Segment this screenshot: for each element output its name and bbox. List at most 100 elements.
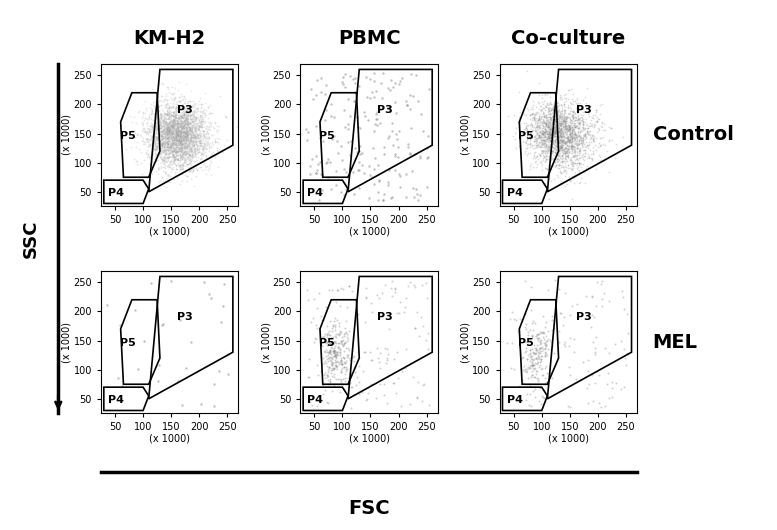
Point xyxy=(567,120,580,128)
Point xyxy=(547,324,559,333)
Point xyxy=(196,108,208,117)
Point xyxy=(326,365,339,374)
Point xyxy=(577,119,589,128)
Point xyxy=(157,142,169,151)
Point xyxy=(575,163,587,172)
Point xyxy=(528,393,541,401)
Point xyxy=(138,127,151,135)
Point xyxy=(578,131,591,139)
Point xyxy=(546,139,559,147)
Point xyxy=(172,121,184,129)
Point xyxy=(158,117,170,125)
Point xyxy=(525,333,538,341)
Point xyxy=(573,167,585,176)
Point xyxy=(178,124,190,132)
Point xyxy=(569,123,581,131)
Point xyxy=(175,125,187,133)
Point xyxy=(157,155,169,163)
Point xyxy=(416,322,429,331)
Point xyxy=(549,110,562,118)
Point xyxy=(574,148,587,157)
Point xyxy=(178,116,190,124)
Point xyxy=(549,122,562,131)
Point xyxy=(556,130,569,139)
Point xyxy=(409,184,422,193)
Point xyxy=(582,140,594,149)
Point xyxy=(573,159,586,167)
Point xyxy=(157,166,169,175)
Point xyxy=(175,145,187,153)
Point xyxy=(552,127,565,136)
Point xyxy=(519,348,531,356)
Point xyxy=(529,144,542,153)
Point xyxy=(167,152,179,161)
Point xyxy=(333,344,345,352)
Point xyxy=(151,151,163,159)
Point xyxy=(555,177,567,186)
Point xyxy=(560,114,573,122)
Point xyxy=(535,113,548,121)
Point xyxy=(157,119,169,127)
Point xyxy=(588,118,601,126)
Point xyxy=(183,146,195,155)
Point xyxy=(569,169,581,178)
Point xyxy=(559,149,572,157)
Point xyxy=(175,138,187,147)
Point xyxy=(175,139,187,148)
Point xyxy=(166,123,179,132)
Point xyxy=(559,125,572,133)
Point xyxy=(551,128,563,137)
Point xyxy=(181,108,193,117)
Point xyxy=(528,110,541,118)
Point xyxy=(170,137,183,146)
Point xyxy=(550,126,563,135)
Point xyxy=(548,111,560,120)
Point xyxy=(544,131,556,139)
Point xyxy=(570,164,583,172)
Point xyxy=(572,104,584,113)
Point xyxy=(326,333,339,341)
Point xyxy=(145,141,158,149)
Point xyxy=(570,129,582,138)
Point xyxy=(519,122,531,130)
Point xyxy=(176,128,189,137)
Point xyxy=(538,153,550,162)
Point xyxy=(544,112,556,121)
Point xyxy=(571,118,584,126)
Point xyxy=(151,145,163,153)
Point xyxy=(181,131,193,139)
Point xyxy=(170,109,183,117)
Point xyxy=(174,139,186,147)
Point xyxy=(195,117,207,125)
Point xyxy=(163,123,176,132)
Point xyxy=(586,132,598,140)
Point xyxy=(193,111,206,120)
Point xyxy=(158,122,170,130)
Point xyxy=(531,123,543,131)
Point xyxy=(141,119,153,127)
Point xyxy=(174,131,186,139)
Point xyxy=(388,379,401,388)
Point xyxy=(533,134,545,142)
Point xyxy=(168,153,180,162)
Point xyxy=(553,166,566,175)
Point xyxy=(185,146,197,155)
Point xyxy=(184,127,197,135)
Point xyxy=(186,103,198,112)
Point xyxy=(185,131,197,140)
Point xyxy=(420,335,432,344)
Point xyxy=(184,112,197,121)
Point xyxy=(313,158,326,166)
Point xyxy=(183,156,195,164)
Point xyxy=(540,349,552,357)
Point xyxy=(149,146,162,154)
Point xyxy=(140,106,152,114)
Point xyxy=(183,160,195,168)
Point xyxy=(176,136,189,144)
Point xyxy=(138,123,150,132)
Point xyxy=(534,135,546,143)
Point xyxy=(529,373,542,381)
Point xyxy=(556,161,569,169)
Point xyxy=(166,138,178,147)
Point xyxy=(165,121,177,130)
